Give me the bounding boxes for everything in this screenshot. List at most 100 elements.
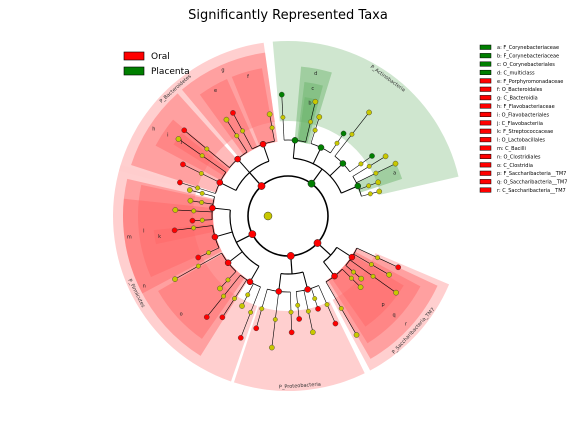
inner-node bbox=[199, 190, 205, 196]
leaf-node bbox=[175, 136, 182, 142]
taxa-label: n: O_Clostridiales bbox=[497, 154, 541, 160]
clade-node bbox=[216, 179, 224, 186]
clade-node bbox=[246, 278, 254, 286]
leaf-node bbox=[239, 303, 245, 309]
taxa-swatch bbox=[479, 103, 492, 109]
taxa-swatch bbox=[479, 162, 492, 168]
inner-node bbox=[305, 308, 311, 314]
leaf-node bbox=[353, 332, 360, 338]
phylum-sector bbox=[233, 301, 365, 391]
clade-label: i bbox=[167, 132, 168, 138]
clade-node bbox=[209, 204, 216, 212]
inner-node bbox=[312, 127, 318, 133]
taxa-legend: a: F_Corynebacteriaceae b: F_Corynebacter… bbox=[479, 44, 567, 194]
leaf-node bbox=[195, 254, 202, 261]
taxa-swatch bbox=[479, 179, 492, 185]
clade-sector bbox=[158, 253, 245, 339]
leaf-node bbox=[180, 161, 186, 168]
phylum-node bbox=[313, 239, 322, 247]
leaf-node bbox=[253, 325, 260, 332]
taxa-label: a: F_Corynebacteriaceae bbox=[497, 45, 559, 51]
inner-node bbox=[225, 277, 231, 283]
leaf-node bbox=[393, 289, 399, 296]
legend-label: Placenta bbox=[151, 67, 190, 77]
leaf-node bbox=[288, 329, 295, 336]
leaf-node bbox=[357, 284, 364, 290]
phylum-node bbox=[248, 230, 257, 239]
clade-node bbox=[234, 155, 241, 163]
legend-swatch bbox=[123, 51, 145, 61]
leaf-node bbox=[315, 306, 321, 312]
leaf-node bbox=[189, 217, 196, 224]
leaf-node bbox=[392, 160, 399, 167]
clade-label: h bbox=[152, 126, 155, 132]
inner-node bbox=[351, 269, 356, 275]
inner-node bbox=[234, 133, 240, 139]
phylum-sector bbox=[332, 253, 450, 371]
taxa-label: o: C_Clostridia bbox=[497, 163, 533, 169]
taxa-swatch bbox=[479, 61, 492, 67]
taxa-swatch bbox=[479, 145, 492, 151]
taxa-swatch bbox=[479, 111, 492, 117]
inner-node bbox=[232, 296, 237, 301]
clade-label: g bbox=[221, 67, 224, 73]
leaf-node bbox=[237, 335, 244, 341]
leaf-node bbox=[172, 276, 178, 282]
taxa-swatch bbox=[479, 86, 492, 92]
clade-label: l bbox=[143, 229, 144, 235]
inner-node bbox=[349, 131, 355, 137]
taxa-swatch bbox=[479, 78, 492, 84]
clade-label: m bbox=[127, 234, 132, 240]
clade-label: n bbox=[143, 284, 146, 290]
inner-node bbox=[199, 200, 205, 205]
taxa-swatch bbox=[479, 95, 492, 101]
inner-node bbox=[375, 255, 380, 261]
leaf-node bbox=[177, 179, 183, 186]
leaf-node bbox=[223, 116, 230, 123]
taxa-swatch bbox=[479, 120, 492, 126]
leaf-node bbox=[376, 188, 383, 195]
inner-node bbox=[204, 146, 210, 152]
leaf-node bbox=[375, 179, 381, 186]
leaf-node bbox=[312, 98, 319, 105]
clade-sector bbox=[327, 251, 421, 344]
inner-node bbox=[221, 293, 226, 299]
clade-label: e bbox=[214, 88, 217, 94]
inner-node bbox=[199, 217, 205, 223]
clade-label: b bbox=[308, 101, 311, 107]
phylum-label: P_Proteobacteria bbox=[279, 382, 321, 391]
inner-node bbox=[245, 292, 251, 298]
inner-node bbox=[367, 191, 373, 197]
inner-node bbox=[199, 153, 205, 159]
leaf-node bbox=[172, 207, 179, 213]
taxa-label: h: F_Flavobacteriaceae bbox=[497, 104, 555, 110]
phylum-sector bbox=[112, 164, 258, 382]
inner-node bbox=[366, 183, 372, 189]
leaf-node bbox=[230, 110, 236, 116]
leaf-node bbox=[269, 344, 275, 351]
inner-node bbox=[373, 170, 379, 176]
leaf-node bbox=[366, 109, 372, 116]
leaf-node bbox=[278, 91, 285, 98]
clade-label: d bbox=[314, 71, 317, 77]
taxa-label: c: O_Corynebacteriales bbox=[497, 62, 555, 68]
inner-node bbox=[366, 163, 372, 169]
clade-label: k bbox=[158, 234, 161, 240]
inner-node bbox=[369, 262, 374, 267]
taxa-label: l: O_Lactobacillales bbox=[497, 138, 545, 144]
taxa-swatch bbox=[479, 170, 492, 176]
taxa-swatch bbox=[479, 44, 492, 50]
inner-node bbox=[195, 263, 201, 269]
leaf-node bbox=[171, 227, 178, 234]
clade-sector bbox=[325, 247, 438, 359]
leaf-node bbox=[369, 153, 375, 159]
inner-node bbox=[324, 302, 330, 307]
leaf-node bbox=[296, 316, 302, 322]
clade-sector bbox=[123, 178, 222, 294]
taxa-label: d: C_multiclass bbox=[497, 70, 535, 76]
leaf-node bbox=[310, 329, 316, 336]
inner-node bbox=[198, 171, 204, 176]
inner-node bbox=[240, 128, 245, 134]
inner-node bbox=[358, 161, 364, 167]
chart-title: Significantly Represented Taxa bbox=[188, 8, 388, 23]
